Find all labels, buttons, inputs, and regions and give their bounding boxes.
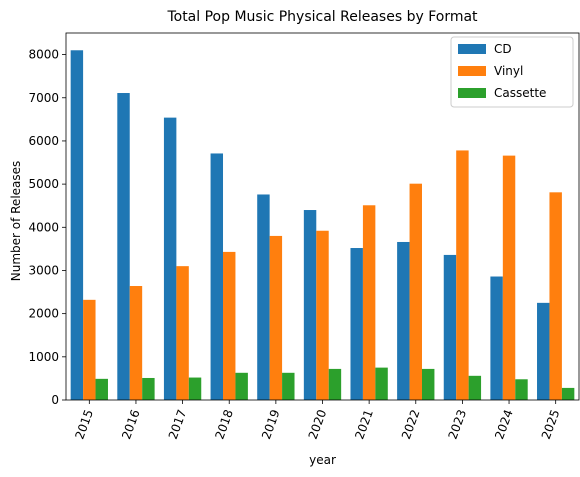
x-tick-label: 2019 (259, 408, 283, 441)
bar-cd-2019 (257, 194, 270, 400)
bar-vinyl-2015 (83, 299, 96, 400)
bar-cd-2025 (537, 302, 550, 400)
bar-cassette-2024 (515, 379, 528, 400)
x-tick-label: 2021 (352, 408, 376, 441)
y-tick-label: 1000 (28, 350, 59, 364)
x-tick-label: 2025 (539, 408, 563, 441)
bar-cassette-2023 (468, 375, 482, 400)
y-tick-label: 4000 (28, 220, 59, 234)
y-tick-label: 0 (51, 393, 59, 407)
y-tick-label: 6000 (28, 134, 59, 148)
bar-cassette-2016 (142, 377, 155, 400)
y-tick-label: 3000 (28, 263, 59, 277)
bar-cd-2021 (350, 248, 363, 400)
y-axis-label: Number of Releases (9, 161, 23, 282)
bar-cd-2017 (163, 117, 177, 400)
bar-vinyl-2017 (176, 266, 189, 400)
bar-cd-2015 (70, 50, 84, 400)
bar-cassette-2022 (421, 368, 435, 400)
legend: CD Vinyl Cassette (450, 36, 574, 108)
bar-cd-2023 (443, 254, 457, 400)
bar-cd-2020 (303, 210, 317, 400)
bar-cd-2018 (210, 153, 224, 400)
bar-cassette-2021 (375, 367, 388, 400)
legend-label-cassette: Cassette (494, 86, 546, 100)
bar-cassette-2017 (188, 377, 202, 400)
x-tick-label: 2020 (306, 408, 330, 441)
bar-cd-2016 (117, 93, 130, 401)
y-tick-label: 5000 (28, 177, 59, 191)
bar-vinyl-2020 (316, 230, 329, 400)
bar-vinyl-2021 (362, 205, 376, 400)
x-tick-label: 2023 (446, 408, 470, 441)
x-tick-label: 2017 (166, 408, 190, 441)
bar-vinyl-2019 (269, 235, 283, 400)
bar-vinyl-2016 (129, 286, 143, 400)
bar-vinyl-2023 (456, 150, 469, 400)
bar-vinyl-2022 (409, 183, 422, 400)
bar-cassette-2019 (282, 372, 295, 400)
bar-cassette-2015 (95, 378, 108, 400)
y-tick-label: 2000 (28, 307, 59, 321)
x-tick-label: 2024 (492, 408, 516, 441)
bar-cassette-2020 (328, 368, 342, 400)
legend-label-vinyl: Vinyl (494, 64, 523, 78)
legend-swatch-cd (458, 44, 486, 54)
y-tick-label: 7000 (28, 91, 59, 105)
x-tick-label: 2022 (399, 408, 423, 441)
bars-layer (70, 50, 575, 401)
legend-swatch-vinyl (458, 66, 486, 76)
bar-vinyl-2018 (223, 251, 236, 400)
y-tick-label: 8000 (28, 48, 59, 62)
bar-vinyl-2025 (549, 192, 562, 400)
chart-title: Total Pop Music Physical Releases by For… (166, 9, 478, 25)
bar-cassette-2018 (235, 372, 248, 400)
bar-vinyl-2024 (502, 155, 516, 400)
bar-cd-2024 (490, 276, 503, 400)
legend-label-cd: CD (494, 42, 512, 56)
bar-cd-2022 (397, 241, 410, 400)
bar-cassette-2025 (561, 387, 575, 400)
legend-swatch-cassette (458, 88, 486, 98)
x-axis-label: year (309, 453, 336, 467)
x-tick-label: 2015 (72, 408, 96, 441)
x-tick-label: 2016 (119, 408, 143, 441)
x-tick-label: 2018 (212, 408, 236, 441)
